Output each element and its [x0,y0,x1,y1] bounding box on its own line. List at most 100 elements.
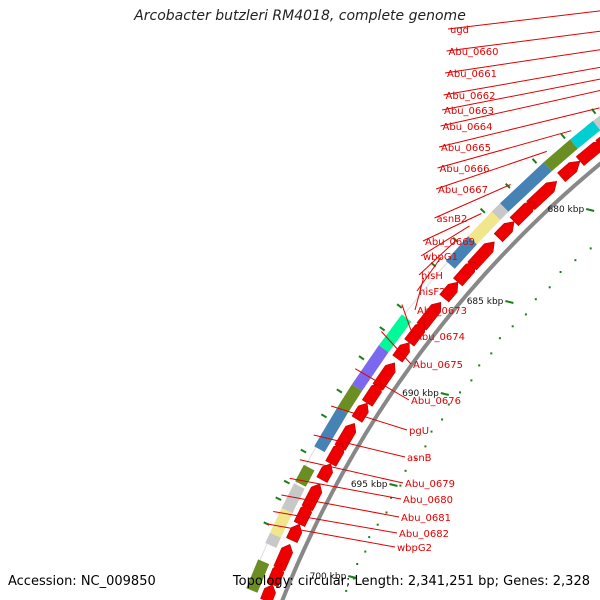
gene-label: Abu_0682 [399,529,449,540]
skew-dot [399,484,402,487]
gene-label: Abu_0669 [425,237,475,248]
cog-block [337,384,362,414]
skew-dot [345,589,348,592]
gene-leader-line [446,30,600,52]
scale-tick [585,208,595,212]
gene-arrow [285,523,303,544]
gene-label: Abu_0676 [411,396,461,407]
skew-dot [498,337,501,340]
skew-dot [385,511,388,514]
gene-label: ugd [450,25,469,36]
gene-leader-line [447,10,600,30]
gene-label: Abu_0663 [444,106,494,117]
gene-leader-line [354,368,410,401]
gene-label: Abu_0680 [403,495,453,506]
tick-mark [379,326,386,332]
skew-dot [441,418,444,421]
gene-leader-line [414,277,425,311]
cog-block [445,236,477,269]
tick-mark [560,133,566,140]
scale-label: 695 kbp [351,480,388,490]
gene-leader-line [420,225,470,257]
tick-mark [336,388,343,394]
tick-mark [283,479,290,485]
tick-mark [396,303,403,309]
gene-arrow [316,463,333,483]
cog-block [468,211,501,245]
gene-arrow-track [260,136,600,600]
accession-text: Accession: NC_009850 [8,574,156,589]
gene-leader-line [381,331,412,365]
skew-dot [376,523,379,526]
gene-leader-line [289,477,402,500]
gene-arrow [557,160,581,183]
gene-arrow [351,402,369,423]
cog-block [500,162,552,212]
cog-block [378,314,412,353]
gene-leader-line [441,78,600,111]
scale-tick [440,392,450,396]
gene-label: Abu_0673 [417,306,467,317]
gene-leader-line [273,511,398,534]
gene-label: pgU [409,426,429,437]
gene-label: Abu_0666 [440,164,490,175]
scale-label: 700 kbp [310,572,347,582]
gc-skew-dots [345,247,592,592]
skew-dot [356,563,359,565]
cog-block [281,483,305,514]
gene-label: Abu_0662 [446,91,496,102]
scale-label: 680 kbp [548,205,585,215]
gene-leader-line [438,107,600,148]
gene-arrow [439,281,459,303]
scale-tick [348,575,357,579]
gene-leader-line [330,405,408,431]
gene-leader-line [437,130,572,169]
cog-track [246,115,600,593]
skew-dot [424,445,427,448]
skew-dot [490,352,493,355]
gene-leader-line [313,434,406,458]
skew-dot [368,536,371,539]
gene-label: Abu_0679 [405,479,455,490]
skew-dot [430,430,433,433]
cog-block [295,464,315,487]
gene-label: hisH [421,271,443,282]
gene-leader-line [435,150,547,190]
scale-ticks [263,108,597,526]
gene-label: Abu_0675 [413,360,463,371]
skew-dot [548,286,551,289]
skew-dot [589,247,592,250]
cog-block [351,345,389,391]
gene-label: hisF2 [419,287,445,298]
gene-leader-line [434,184,511,219]
gene-leader-line [281,494,400,518]
gene-leader-line [401,304,414,337]
skew-dot [524,313,527,316]
gene-label: asnB2 [437,214,468,225]
gene-label: Abu_0665 [441,143,491,154]
tick-mark [358,355,365,361]
gene-leader-line [440,89,600,127]
gene-leader-line [418,240,457,276]
skew-dot [470,379,473,382]
gene-label: Abu_0681 [401,513,451,524]
tick-mark [479,207,486,214]
gene-arrow [493,221,515,243]
skew-dot [352,577,355,580]
tick-mark [531,158,538,164]
scale-tick [389,483,398,487]
skew-dot [390,496,393,499]
skew-dot [447,403,450,406]
scale-label: 685 kbp [467,297,504,307]
gene-leader-line [422,213,482,242]
tick-mark [300,448,307,454]
gene-label: wbpG2 [397,543,432,554]
skew-dot [414,457,417,460]
gene-label: Abu_0661 [447,69,497,80]
cog-block [570,120,600,149]
map-title: Arcobacter butzleri RM4018, complete gen… [134,8,466,24]
gene-leader-line [267,523,396,548]
skew-dot [478,364,481,367]
